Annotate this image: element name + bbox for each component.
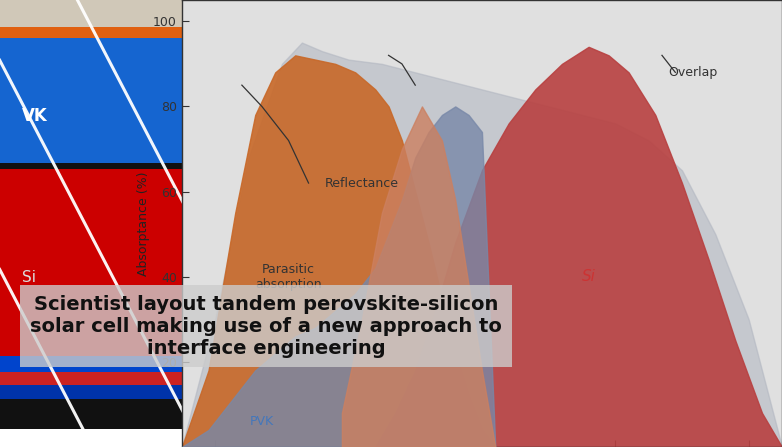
Text: Reflectance: Reflectance bbox=[325, 177, 399, 190]
Y-axis label: Absorptance (%): Absorptance (%) bbox=[138, 171, 150, 276]
Text: Si: Si bbox=[582, 269, 596, 284]
Text: Scientist layout tandem perovskite-silicon
solar cell making use of a new approa: Scientist layout tandem perovskite-silic… bbox=[30, 295, 502, 358]
Bar bbox=[0, 169, 182, 356]
Bar bbox=[0, 38, 182, 163]
Text: PVK: PVK bbox=[249, 415, 274, 428]
Bar bbox=[0, 385, 182, 399]
Text: VK: VK bbox=[22, 107, 48, 125]
Bar bbox=[0, 356, 182, 372]
Bar bbox=[0, 27, 182, 38]
Text: Parasitic
absorption: Parasitic absorption bbox=[255, 263, 322, 291]
Text: Overlap: Overlap bbox=[669, 66, 718, 79]
Bar bbox=[0, 0, 182, 27]
Bar bbox=[0, 372, 182, 385]
Bar bbox=[0, 399, 182, 429]
Text: Si: Si bbox=[22, 270, 36, 285]
Bar bbox=[0, 163, 182, 169]
